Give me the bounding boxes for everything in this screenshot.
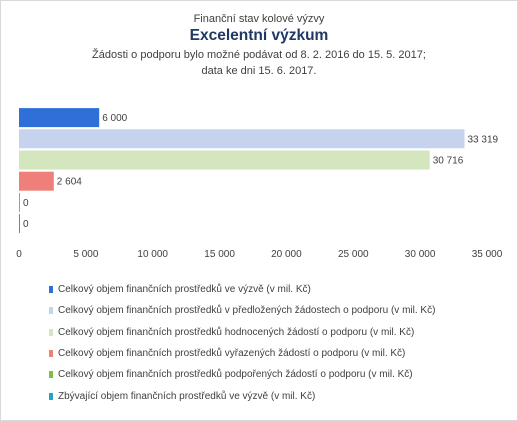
x-tick-label: 5 000 — [73, 249, 98, 260]
legend-item-4: Celkový objem finančních prostředků vyřa… — [49, 343, 435, 364]
legend-label: Celkový objem finančních prostředků vyřa… — [58, 348, 406, 360]
legend-label: Celkový objem finančních prostředků hodn… — [58, 326, 415, 338]
x-tick-label: 30 000 — [405, 249, 436, 260]
legend-label: Celkový objem finančních prostředků v př… — [58, 305, 436, 317]
bar-2 — [19, 129, 465, 149]
x-tick-label: 35 000 — [472, 249, 503, 260]
legend-swatch — [49, 328, 53, 336]
bar-3 — [19, 150, 430, 170]
chart-legend: Celkový objem finančních prostředků ve v… — [49, 279, 435, 407]
bar-value-label-6: 0 — [23, 219, 29, 230]
bar-value-label-1: 6 000 — [102, 113, 127, 124]
bar-value-label-2: 33 319 — [468, 134, 499, 145]
bar-1 — [19, 108, 100, 128]
legend-swatch — [49, 350, 53, 358]
bar-value-label-3: 30 716 — [433, 156, 464, 167]
chart-note-line-2: data ke dni 15. 6. 2017. — [201, 65, 317, 77]
bar-6 — [19, 214, 20, 234]
x-tick-label: 15 000 — [204, 249, 235, 260]
bar-value-label-5: 0 — [23, 198, 29, 209]
x-tick-label: 20 000 — [271, 249, 302, 260]
chart-subtitle: Finanční stav kolové výzvy — [193, 13, 325, 25]
x-tick-label: 10 000 — [137, 249, 168, 260]
legend-label: Celkový objem finančních prostředků podp… — [58, 369, 413, 381]
legend-swatch — [49, 371, 53, 379]
x-tick-label: 25 000 — [338, 249, 369, 260]
legend-label: Celkový objem finančních prostředků ve v… — [58, 284, 311, 296]
x-tick-label: 0 — [16, 249, 22, 260]
legend-swatch — [49, 286, 53, 294]
legend-item-3: Celkový objem finančních prostředků hodn… — [49, 322, 435, 343]
bar-value-label-4: 2 604 — [57, 177, 82, 188]
legend-item-5: Celkový objem finančních prostředků podp… — [49, 364, 435, 385]
chart-title: Excelentní výzkum — [189, 27, 329, 44]
legend-item-2: Celkový objem finančních prostředků v př… — [49, 300, 435, 321]
legend-label: Zbývající objem finančních prostředků ve… — [58, 390, 316, 402]
bar-5 — [19, 192, 20, 212]
legend-item-1: Celkový objem finančních prostředků ve v… — [49, 279, 435, 300]
legend-swatch — [49, 307, 53, 315]
legend-item-6: Zbývající objem finančních prostředků ve… — [49, 385, 435, 406]
legend-swatch — [49, 392, 53, 400]
bar-4 — [19, 171, 54, 191]
chart-note-line-1: Žádosti o podporu bylo možné podávat od … — [92, 49, 426, 61]
